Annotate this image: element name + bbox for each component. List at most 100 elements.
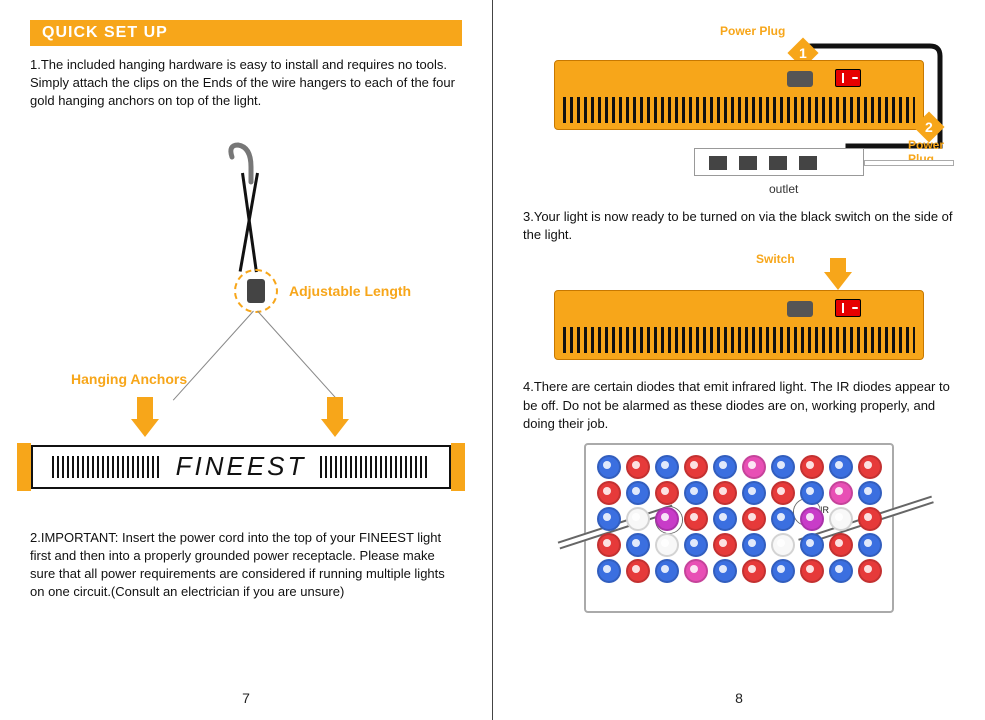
led-diode bbox=[742, 533, 766, 557]
led-diode bbox=[858, 533, 882, 557]
badge-1-num: 1 bbox=[799, 45, 807, 61]
led-diode bbox=[684, 507, 708, 531]
figure-power-plug: Power Plug 1 2 Power Plug outlet bbox=[524, 20, 954, 200]
led-diode bbox=[800, 455, 824, 479]
page-right: Power Plug 1 2 Power Plug outlet 3.Your … bbox=[492, 0, 985, 720]
cable bbox=[257, 310, 338, 400]
light-fixture-front: FINEEST bbox=[31, 445, 451, 489]
led-diode bbox=[858, 455, 882, 479]
led-diode bbox=[742, 481, 766, 505]
step-3-text: 3.Your light is now ready to be turned o… bbox=[523, 208, 955, 244]
led-diode bbox=[626, 559, 650, 583]
outlet-label: outlet bbox=[769, 182, 798, 196]
step-1-text: 1.The included hanging hardware is easy … bbox=[30, 56, 462, 111]
led-diode bbox=[771, 507, 795, 531]
led-diode bbox=[684, 533, 708, 557]
led-diode bbox=[713, 507, 737, 531]
led-diode bbox=[626, 481, 650, 505]
light-endcap bbox=[17, 443, 31, 491]
led-diode bbox=[655, 455, 679, 479]
led-diode bbox=[597, 481, 621, 505]
led-diode bbox=[771, 533, 795, 557]
led-diode bbox=[800, 481, 824, 505]
switch-label: Switch bbox=[756, 252, 795, 266]
led-row bbox=[594, 507, 884, 531]
adjustable-length-label: Adjustable Length bbox=[289, 283, 411, 299]
led-diode bbox=[684, 455, 708, 479]
outlet-socket bbox=[739, 156, 757, 170]
vent-pattern bbox=[563, 97, 915, 123]
led-diode bbox=[742, 559, 766, 583]
led-diode bbox=[684, 559, 708, 583]
rope bbox=[239, 172, 259, 271]
power-switch-icon bbox=[835, 69, 861, 87]
outlet-cord bbox=[864, 160, 954, 166]
brand-logo: FINEEST bbox=[176, 451, 307, 482]
led-diode bbox=[713, 559, 737, 583]
outlet-socket bbox=[799, 156, 817, 170]
led-diode bbox=[829, 507, 853, 531]
light-endcap bbox=[451, 443, 465, 491]
led-diode bbox=[829, 481, 853, 505]
light-fixture-top bbox=[554, 290, 924, 360]
led-diode bbox=[713, 481, 737, 505]
vent-pattern bbox=[563, 327, 915, 353]
led-diode bbox=[597, 559, 621, 583]
figure-hanging: Adjustable Length Hanging Anchors FINEES… bbox=[31, 119, 461, 519]
led-diode bbox=[742, 507, 766, 531]
cable bbox=[173, 310, 254, 400]
led-diode bbox=[684, 481, 708, 505]
led-diode bbox=[655, 507, 679, 531]
led-diode bbox=[771, 559, 795, 583]
led-diode bbox=[742, 455, 766, 479]
power-plug-label-1: Power Plug bbox=[720, 24, 785, 38]
led-diode bbox=[597, 507, 621, 531]
led-diode bbox=[655, 559, 679, 583]
led-diode bbox=[597, 455, 621, 479]
vent-pattern bbox=[52, 456, 162, 478]
hook-icon bbox=[226, 127, 276, 187]
led-row bbox=[594, 481, 884, 505]
outlet-socket bbox=[709, 156, 727, 170]
led-row bbox=[594, 533, 884, 557]
hanging-anchors-label: Hanging Anchors bbox=[71, 371, 187, 387]
led-diode bbox=[800, 507, 824, 531]
led-diode bbox=[626, 507, 650, 531]
page-left: QUICK SET UP 1.The included hanging hard… bbox=[0, 0, 492, 720]
plug-socket-icon bbox=[787, 301, 813, 317]
page-number: 7 bbox=[0, 690, 492, 706]
led-diode bbox=[626, 455, 650, 479]
led-row bbox=[594, 455, 884, 479]
outlet-socket bbox=[769, 156, 787, 170]
power-switch-icon bbox=[835, 299, 861, 317]
step-2-text: 2.IMPORTANT: Insert the power cord into … bbox=[30, 529, 462, 602]
figure-switch: Switch bbox=[524, 252, 954, 372]
step-4-text: 4.There are certain diodes that emit inf… bbox=[523, 378, 955, 433]
section-header: QUICK SET UP bbox=[30, 20, 462, 46]
led-diode bbox=[713, 455, 737, 479]
led-diode bbox=[800, 533, 824, 557]
plug-socket-icon bbox=[787, 71, 813, 87]
page-number: 8 bbox=[493, 690, 985, 706]
led-row bbox=[594, 559, 884, 583]
ratchet-icon bbox=[247, 279, 265, 303]
led-diode bbox=[829, 559, 853, 583]
badge-2-num: 2 bbox=[925, 119, 933, 135]
light-fixture-top bbox=[554, 60, 924, 130]
led-diode bbox=[829, 533, 853, 557]
led-diode bbox=[626, 533, 650, 557]
led-diode bbox=[800, 559, 824, 583]
vent-pattern bbox=[320, 456, 430, 478]
led-diode bbox=[713, 533, 737, 557]
led-diode bbox=[858, 481, 882, 505]
led-diode bbox=[858, 559, 882, 583]
led-diode bbox=[655, 481, 679, 505]
led-diode bbox=[829, 455, 853, 479]
led-diode bbox=[655, 533, 679, 557]
led-diode bbox=[771, 455, 795, 479]
led-diode bbox=[858, 507, 882, 531]
led-diode bbox=[597, 533, 621, 557]
outlet-strip bbox=[694, 148, 864, 176]
figure-led-grid: IR IR bbox=[584, 443, 894, 613]
led-diode bbox=[771, 481, 795, 505]
